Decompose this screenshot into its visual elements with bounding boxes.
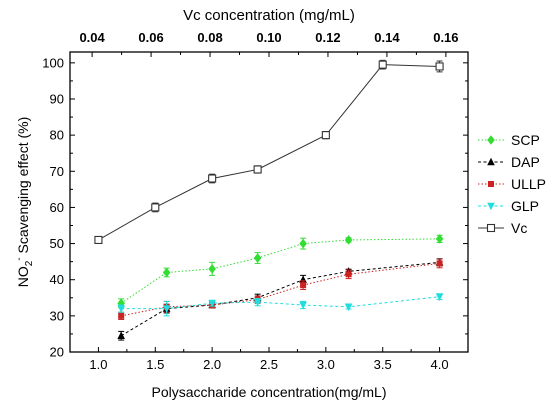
data-point	[321, 131, 330, 140]
series-glp	[117, 293, 444, 317]
legend-marker-glp	[487, 202, 495, 211]
x-bottom-tick-label: 2.5	[260, 357, 278, 372]
x-top-tick-label: 0.10	[256, 30, 281, 45]
data-point	[435, 234, 444, 244]
data-point	[118, 312, 125, 319]
top-axis-title: Vc concentration (mg/mL)	[183, 7, 355, 24]
data-point	[94, 235, 103, 245]
x-bottom-tick-label: 3.5	[374, 357, 392, 372]
data-point	[378, 60, 387, 69]
x-top-tick-label: 0.08	[197, 30, 222, 45]
series-scp	[117, 234, 444, 309]
data-point	[299, 301, 307, 310]
y-tick-label: 40	[50, 272, 64, 287]
legend-marker-dap	[487, 157, 495, 166]
data-point	[151, 203, 160, 212]
data-point	[117, 305, 125, 313]
y-tick-label: 30	[50, 308, 64, 323]
legend-label-dap: DAP	[511, 154, 540, 170]
y-tick-label: 50	[50, 236, 64, 251]
series-vc-line	[98, 64, 440, 241]
data-point	[344, 303, 353, 312]
legend-marker-scp	[487, 135, 495, 145]
legend-marker-vc	[486, 223, 496, 233]
legend: SCP DAP ULLP GLP Vc	[478, 132, 546, 236]
data-point	[208, 174, 217, 183]
data-point	[435, 293, 444, 301]
legend-label-ullp: ULLP	[511, 176, 546, 192]
legend-marker-ullp	[488, 181, 494, 187]
x-top-tick-label: 0.04	[79, 30, 105, 45]
x-bottom-tick-label: 2.0	[203, 357, 221, 372]
y-axis-title-rest: Scavenging effect (%)	[15, 117, 31, 258]
y-tick-label: 90	[50, 91, 64, 106]
bottom-axis-title: Polysaccharide concentration(mg/mL)	[152, 384, 387, 400]
data-point	[299, 238, 307, 249]
data-point	[162, 267, 171, 278]
x-top-tick-label: 0.14	[374, 30, 400, 45]
plot-frame	[69, 51, 469, 353]
data-point	[345, 271, 352, 278]
data-point	[253, 165, 262, 174]
y-axis-title: NO2- Scavenging effect (%)	[14, 117, 35, 288]
data-point	[208, 264, 216, 274]
x-bottom-tick-label: 3.0	[317, 357, 335, 372]
y-tick-label: 100	[42, 55, 64, 70]
data-point	[300, 282, 307, 289]
data-point	[162, 305, 171, 313]
legend-label-glp: GLP	[511, 198, 539, 214]
x-bottom-tick-label: 1.0	[89, 357, 107, 372]
x-bottom-tick-label: 4.0	[431, 357, 449, 372]
data-point	[344, 235, 353, 245]
y-axis-title-subscript: 2	[24, 260, 35, 266]
data-point	[253, 253, 262, 263]
axis-ticks: 1.0 1.5 2.0 2.5 3.0 3.5 4.0 0.04 0.06 0.08 0.10 0.1…	[42, 30, 468, 372]
series-vc	[94, 59, 444, 245]
x-top-tick-label: 0.16	[433, 30, 458, 45]
y-axis-title-main: NO	[15, 266, 31, 287]
x-top-tick-label: 0.12	[315, 30, 340, 45]
y-tick-label: 60	[50, 200, 64, 215]
y-tick-label: 80	[50, 128, 64, 143]
legend-label-vc: Vc	[511, 220, 527, 236]
data-point	[208, 299, 216, 308]
legend-label-scp: SCP	[511, 132, 540, 148]
data-point	[117, 331, 125, 340]
y-tick-label: 20	[50, 345, 64, 360]
data-point	[435, 62, 444, 71]
x-top-tick-label: 0.06	[138, 30, 163, 45]
data-point	[253, 298, 262, 307]
y-tick-label: 70	[50, 164, 64, 179]
data-point	[436, 260, 443, 267]
x-bottom-tick-label: 1.5	[146, 357, 164, 372]
series-layer	[94, 59, 444, 341]
y-axis-title-superscript: -	[14, 257, 25, 260]
